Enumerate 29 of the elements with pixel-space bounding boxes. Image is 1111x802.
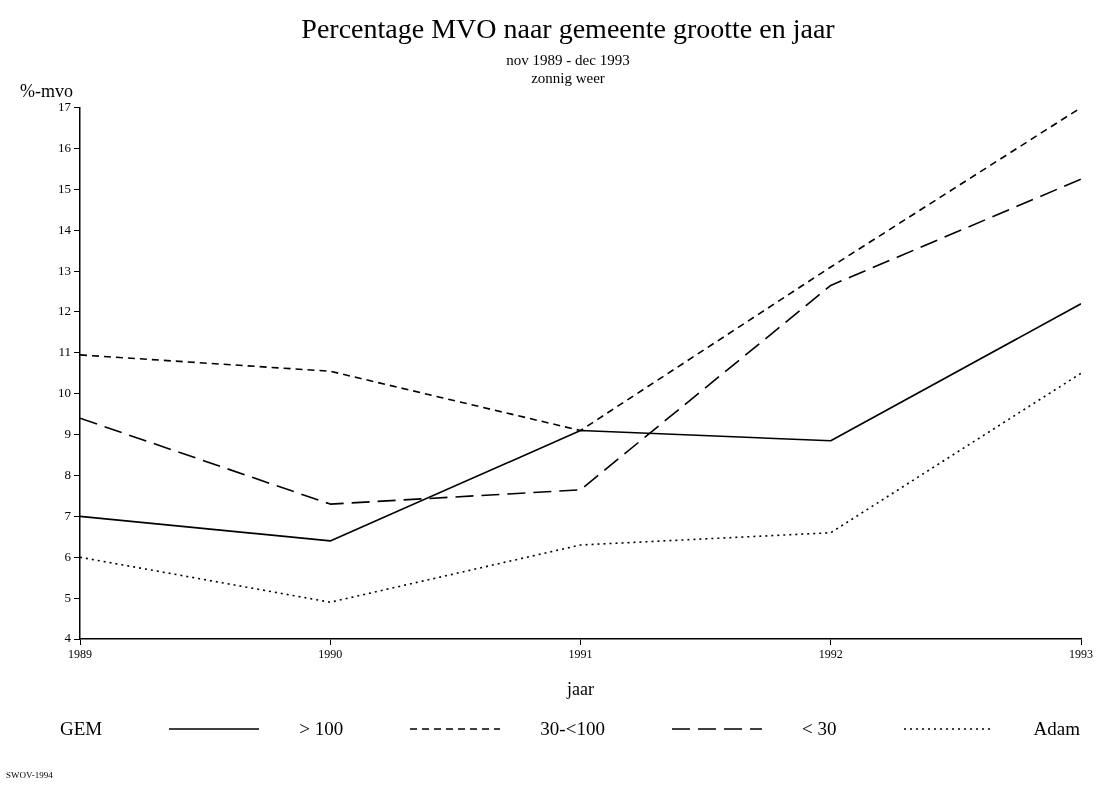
- y-tick-label: 9: [64, 426, 71, 442]
- legend-label: 30-<100: [540, 718, 605, 740]
- text: SWOV-1994: [6, 770, 53, 780]
- x-axis-title: jaar: [566, 678, 594, 699]
- y-tick-label: 6: [64, 548, 72, 564]
- y-tick-label: 12: [58, 303, 71, 319]
- x-tick-label: 1989: [68, 647, 92, 662]
- y-tick-label: 10: [58, 385, 71, 401]
- y-tick-label: 8: [64, 466, 71, 482]
- chart-subtitle: nov 1989 - dec 1993 zonnig weer: [506, 51, 630, 86]
- y-tick-label: 14: [58, 221, 72, 237]
- y-tick-label: 11: [58, 344, 71, 360]
- legend-label: < 30: [801, 718, 837, 740]
- x-tick-label: 1991: [568, 647, 593, 662]
- y-tick-label: 13: [58, 262, 71, 278]
- legend-label: > 100: [299, 718, 344, 740]
- y-tick-label: 5: [64, 589, 71, 605]
- y-tick-label: 7: [64, 507, 72, 523]
- x-tick-label: 1993: [1069, 647, 1093, 662]
- legend-title: GEM: [60, 718, 103, 740]
- y-tick-label: 16: [58, 139, 72, 155]
- y-tick-label: 4: [64, 630, 72, 646]
- y-tick-label: 15: [58, 180, 71, 196]
- legend-label: Adam: [1033, 718, 1080, 740]
- y-axis-title: %-mvo: [20, 81, 73, 102]
- y-tick-label: 17: [58, 99, 72, 115]
- x-tick-label: 1990: [318, 647, 343, 662]
- chart-title: Percentage MVO naar gemeente grootte en jaar: [301, 13, 836, 45]
- x-tick-label: 1992: [818, 647, 843, 662]
